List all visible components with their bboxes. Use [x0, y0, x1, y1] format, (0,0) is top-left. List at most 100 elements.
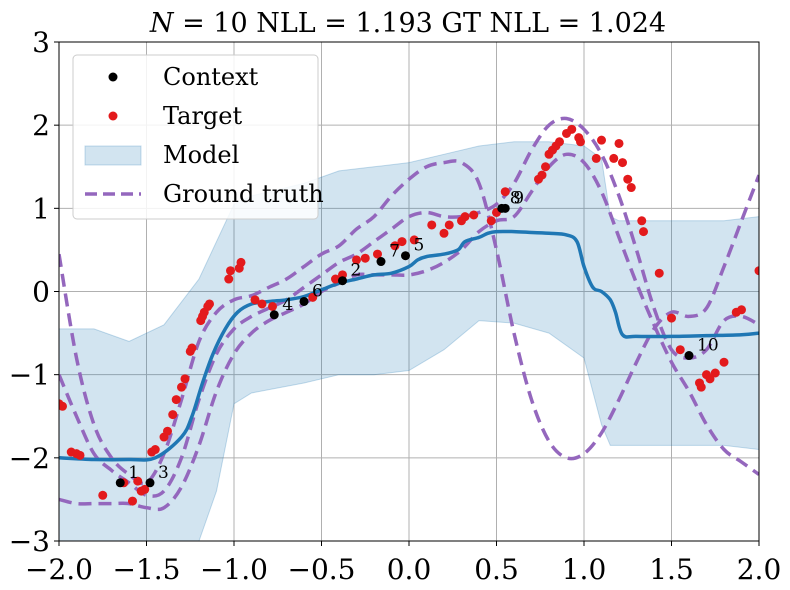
- target-point: [719, 357, 729, 367]
- context-label-6: 6: [312, 281, 323, 301]
- context-label-9: 9: [513, 188, 524, 208]
- context-point-7: [376, 257, 386, 267]
- ground-truth-line-1: [59, 159, 759, 486]
- target-point: [268, 301, 277, 311]
- target-point: [226, 266, 235, 276]
- target-point: [168, 410, 178, 420]
- x-tick-label-4: 0.0: [387, 553, 432, 586]
- target-point: [609, 153, 619, 163]
- target-point: [257, 299, 267, 309]
- target-point: [444, 220, 454, 230]
- target-point: [163, 426, 172, 436]
- context-label-5: 5: [414, 236, 425, 256]
- context-label-8: 8: [510, 188, 521, 208]
- context-label-2: 2: [351, 261, 362, 281]
- y-tick-label-6: 3: [32, 26, 50, 59]
- legend-entry-target: Target: [108, 102, 242, 130]
- legend-entry-context: Context: [108, 63, 259, 91]
- context-point-4: [269, 310, 279, 320]
- context-label-7: 7: [389, 242, 400, 262]
- target-point: [654, 268, 664, 278]
- target-point: [460, 212, 470, 222]
- x-tick-label-2: −1.0: [200, 553, 268, 586]
- target-point: [128, 496, 137, 506]
- x-tick-label-3: −0.5: [288, 553, 356, 586]
- model-mean-line: [59, 229, 759, 462]
- legend: Context Target Model Ground truth: [72, 54, 324, 220]
- context-point-3: [145, 478, 155, 488]
- y-tick-label-3: 0: [32, 276, 50, 309]
- context-point-5: [401, 251, 410, 261]
- context-label-10: 10: [697, 336, 719, 356]
- target-point: [469, 210, 479, 220]
- y-tick-label-4: 1: [32, 192, 50, 225]
- context-point-10: [684, 351, 694, 361]
- legend-entry-model: Model: [84, 141, 239, 169]
- target-point: [59, 401, 67, 411]
- y-axis-ticks: −3 −2 −1 0 1 2 3: [9, 26, 59, 558]
- target-point: [541, 162, 550, 172]
- target-point: [754, 266, 759, 276]
- legend-context-label: Context: [163, 63, 259, 91]
- target-point: [177, 382, 186, 392]
- target-point: [705, 374, 715, 384]
- target-point: [250, 295, 260, 305]
- x-tick-label-8: 2.0: [737, 553, 782, 586]
- context-point-6: [299, 296, 309, 306]
- legend-entry-ground-truth: Ground truth: [85, 180, 324, 208]
- x-tick-label-6: 1.0: [562, 553, 607, 586]
- legend-target-label: Target: [163, 102, 242, 130]
- target-point: [187, 343, 197, 353]
- target-point: [439, 228, 449, 238]
- context-point-2: [338, 276, 347, 286]
- target-point: [171, 395, 181, 405]
- target-point: [591, 153, 601, 163]
- legend-context-marker: [108, 72, 118, 82]
- legend-box: [72, 54, 319, 220]
- target-point: [373, 249, 382, 259]
- target-point: [427, 220, 437, 230]
- target-point: [637, 216, 647, 226]
- legend-ground-truth-label: Ground truth: [163, 180, 324, 208]
- target-point: [576, 137, 585, 147]
- legend-target-marker: [108, 111, 118, 121]
- target-point: [409, 235, 419, 245]
- target-point: [737, 305, 746, 315]
- target-point: [140, 484, 150, 494]
- y-tick-label-2: −1: [9, 359, 50, 392]
- context-label-1: 1: [128, 463, 139, 483]
- target-point: [710, 368, 720, 378]
- grid-lines: [58, 41, 760, 542]
- context-points-group: 1 3 46 2 7 5 89 10: [115, 188, 719, 488]
- x-tick-label-1: −1.5: [113, 553, 181, 586]
- target-point: [180, 374, 190, 384]
- target-point: [696, 382, 706, 392]
- target-point: [486, 216, 496, 226]
- target-point: [567, 124, 577, 134]
- target-point: [618, 158, 627, 168]
- ground-truth-line-3: [59, 152, 759, 512]
- target-point: [224, 274, 234, 284]
- target-point: [675, 345, 685, 355]
- target-points-group: [59, 124, 759, 506]
- y-tick-label-5: 2: [32, 109, 50, 142]
- target-point: [639, 227, 648, 237]
- model-mean-group: [59, 229, 759, 462]
- context-label-3: 3: [158, 463, 169, 483]
- target-point: [614, 138, 624, 148]
- target-point: [555, 137, 564, 147]
- context-point-9: [500, 203, 510, 213]
- x-tick-label-5: 0.5: [474, 553, 519, 586]
- target-point: [352, 255, 361, 265]
- target-point: [597, 135, 606, 145]
- y-tick-label-0: −3: [9, 525, 50, 558]
- y-tick-label-1: −2: [9, 442, 50, 475]
- x-tick-label-0: −2.0: [25, 553, 93, 586]
- chart-title: N = 10 NLL = 1.193 GT NLL = 1.024: [149, 8, 666, 39]
- target-point: [626, 183, 636, 193]
- target-point: [98, 490, 108, 500]
- context-label-4: 4: [282, 295, 293, 315]
- ground-truth-group: [59, 116, 759, 512]
- target-point: [133, 476, 143, 486]
